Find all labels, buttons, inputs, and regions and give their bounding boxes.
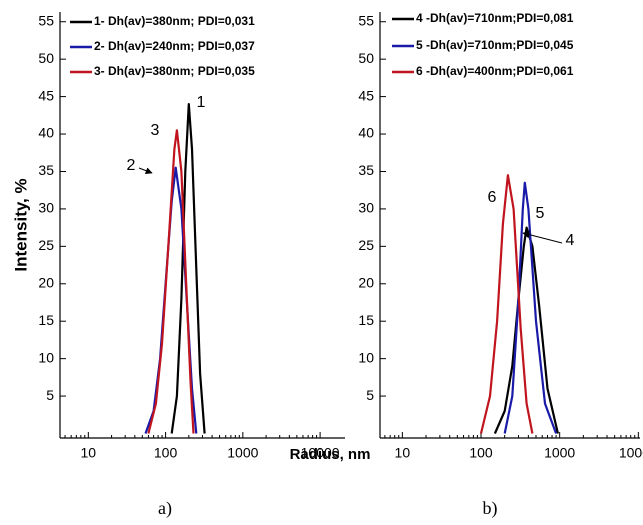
series-line	[479, 174, 534, 434]
annotation: 2	[127, 157, 136, 174]
y-tick-label: 50	[38, 50, 54, 66]
x-tick-label: 100	[469, 445, 493, 461]
y-axis-label: Intensity, %	[11, 178, 30, 271]
series-line	[147, 129, 195, 434]
y-tick-label: 40	[38, 125, 54, 141]
x-tick-label: 10	[395, 445, 411, 461]
y-tick-label: 45	[358, 87, 374, 103]
series-line	[503, 181, 558, 434]
y-tick-label: 25	[358, 237, 374, 253]
caption: b)	[483, 498, 498, 519]
y-tick-label: 35	[38, 162, 54, 178]
annotation: 6	[488, 189, 497, 206]
y-tick-label: 20	[38, 274, 54, 290]
y-tick-label: 55	[358, 12, 374, 28]
legend-label: 2- Dh(av)=240nm; PDI=0,037	[94, 39, 255, 53]
y-tick-label: 55	[38, 12, 54, 28]
y-tick-label: 5	[46, 387, 54, 403]
x-tick-label: 100	[154, 445, 178, 461]
x-tick-label: 10000	[619, 445, 643, 461]
caption: a)	[158, 498, 172, 519]
annotation: 5	[536, 205, 545, 222]
y-tick-label: 50	[358, 50, 374, 66]
legend-label: 5 -Dh(av)=710nm;PDI=0,045	[416, 38, 574, 52]
annotation: 1	[197, 94, 206, 111]
y-tick-label: 15	[358, 312, 374, 328]
x-tick-label: 10000	[301, 445, 340, 461]
legend-label: 1- Dh(av)=380nm; PDI=0,031	[94, 14, 255, 28]
y-tick-label: 40	[358, 125, 374, 141]
x-axis-label: Radius, nm	[290, 446, 371, 463]
y-tick-label: 30	[38, 200, 54, 216]
y-tick-label: 30	[358, 200, 374, 216]
annotation-arrow	[138, 167, 153, 175]
y-tick-label: 25	[38, 237, 54, 253]
legend-label: 4 -Dh(av)=710nm;PDI=0,081	[416, 11, 574, 25]
series-line	[170, 103, 206, 434]
legend-label: 3- Dh(av)=380nm; PDI=0,035	[94, 64, 255, 78]
x-tick-label: 1000	[544, 445, 575, 461]
x-tick-label: 1000	[227, 445, 258, 461]
y-tick-label: 20	[358, 274, 374, 290]
y-tick-label: 10	[358, 349, 374, 365]
y-tick-label: 35	[358, 162, 374, 178]
y-tick-label: 15	[38, 312, 54, 328]
y-tick-label: 45	[38, 87, 54, 103]
annotation-arrow	[522, 231, 563, 244]
legend-label: 6 -Dh(av)=400nm;PDI=0,061	[416, 64, 574, 78]
y-tick-label: 10	[38, 349, 54, 365]
y-tick-label: 5	[366, 387, 374, 403]
x-tick-label: 10	[81, 445, 97, 461]
annotation: 4	[566, 232, 575, 249]
annotation: 3	[151, 122, 160, 139]
